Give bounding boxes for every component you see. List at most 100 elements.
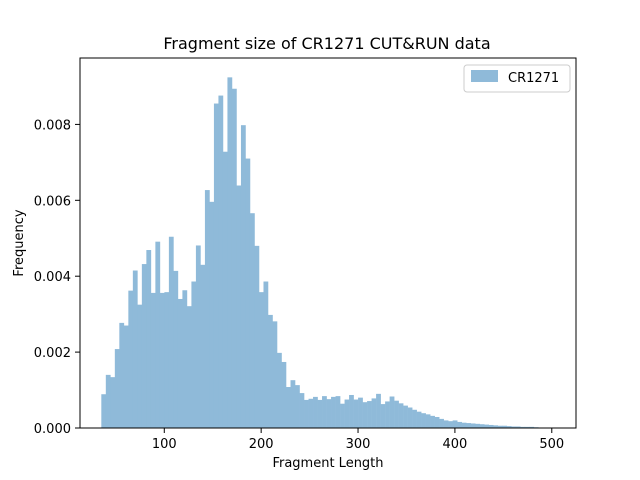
histogram-bar <box>317 399 323 428</box>
histogram-bar <box>123 325 129 428</box>
histogram-bar <box>529 426 535 428</box>
histogram-bar <box>245 158 251 428</box>
histogram-bar <box>313 396 318 428</box>
histogram-bar <box>110 377 116 428</box>
bars-group <box>101 77 539 429</box>
histogram-bar <box>267 314 273 428</box>
histogram-bar <box>470 423 476 428</box>
x-axis-label: Fragment Length <box>272 456 383 471</box>
histogram-bar <box>213 103 219 428</box>
x-tick-label: 100 <box>152 437 177 452</box>
histogram-bar <box>371 398 377 428</box>
histogram-bar <box>182 290 188 428</box>
histogram-bar <box>416 411 422 428</box>
histogram-bar <box>326 399 332 428</box>
legend: CR1271 <box>463 64 571 93</box>
histogram-bar <box>524 426 530 428</box>
histogram-bar <box>475 423 480 428</box>
histogram-bar <box>186 306 192 428</box>
histogram-bar <box>493 425 499 428</box>
histogram-bar <box>484 424 490 428</box>
ticks-group: 100 200 300 400 500 0.000 0.002 0.004 0.006 0.008 <box>34 118 564 452</box>
histogram-bar <box>358 397 363 428</box>
histogram-bar <box>227 77 233 428</box>
histogram-bar <box>191 281 197 428</box>
legend-label: CR1271 <box>508 71 559 86</box>
histogram-bar <box>295 385 300 428</box>
histogram-bar <box>394 400 399 428</box>
y-tick-label: 0.006 <box>34 194 71 209</box>
legend-swatch <box>471 70 498 82</box>
x-tick-label: 400 <box>442 437 467 452</box>
histogram-bar <box>204 190 210 428</box>
histogram-bar <box>515 426 521 428</box>
histogram-bar <box>218 95 224 428</box>
histogram-bar <box>457 421 462 428</box>
histogram-bar <box>520 426 526 428</box>
histogram-bar <box>488 424 494 428</box>
histogram-bar <box>263 281 269 428</box>
histogram-bar <box>385 401 390 428</box>
histogram-bar <box>439 418 444 428</box>
histogram-bar <box>466 423 471 428</box>
histogram-bar <box>168 236 174 428</box>
histogram-bar <box>200 264 206 428</box>
y-tick-label: 0.008 <box>34 118 71 133</box>
histogram-bar <box>452 420 458 428</box>
y-axis-label: Frequency <box>12 209 27 276</box>
histogram-bar <box>277 352 282 428</box>
histogram-bar <box>322 396 327 428</box>
histogram-bar <box>146 250 152 428</box>
histogram-bar <box>353 399 359 428</box>
histogram-bar <box>240 125 246 429</box>
histogram-bar <box>479 424 485 428</box>
histogram-bar <box>236 185 242 428</box>
x-tick-label: 500 <box>539 437 564 452</box>
histogram-bar <box>335 396 341 428</box>
y-tick-label: 0.004 <box>34 270 71 285</box>
plot-frame <box>79 57 577 429</box>
x-tick-label: 300 <box>346 437 371 452</box>
histogram-bar <box>308 398 314 428</box>
histogram-bar <box>430 415 435 428</box>
histogram-bar <box>344 399 350 428</box>
histogram-bar <box>195 245 201 428</box>
histogram-bar <box>367 401 372 428</box>
histogram-bar <box>177 298 183 428</box>
histogram-bar <box>340 403 345 428</box>
histogram-bar <box>258 292 264 428</box>
histogram-bar <box>281 361 287 428</box>
histogram-bar <box>272 321 278 428</box>
histogram-bar <box>254 245 260 428</box>
histogram-bar <box>114 349 120 428</box>
histogram-bar <box>128 290 134 428</box>
histogram-bar <box>461 422 467 428</box>
x-tick-label: 200 <box>249 437 274 452</box>
histogram-bar <box>376 393 381 428</box>
histogram-bar <box>132 270 138 428</box>
histogram-bar <box>222 151 228 429</box>
y-tick-label: 0.000 <box>34 422 71 437</box>
histogram-bar <box>299 393 305 428</box>
histogram-bar <box>421 413 426 428</box>
histogram-bar <box>209 201 215 428</box>
histogram-bar <box>502 425 508 428</box>
histogram-bar <box>443 420 449 428</box>
histogram-bar <box>389 396 395 428</box>
histogram-bar <box>155 241 161 428</box>
histogram-bar <box>425 414 431 428</box>
histogram-bar <box>511 426 517 428</box>
histogram-bar <box>249 213 255 428</box>
histogram-bar <box>101 394 107 428</box>
histogram-bar <box>173 270 179 428</box>
histogram-bar <box>448 421 453 428</box>
histogram-bar <box>434 416 440 428</box>
histogram-bar <box>290 380 296 428</box>
histogram-bar <box>380 404 386 428</box>
histogram-bar <box>159 292 165 428</box>
histogram-bar <box>150 292 156 428</box>
y-tick-label: 0.002 <box>34 346 71 361</box>
histogram-bar <box>304 399 309 428</box>
histogram-bar <box>164 292 170 428</box>
histogram-bar <box>407 407 413 428</box>
